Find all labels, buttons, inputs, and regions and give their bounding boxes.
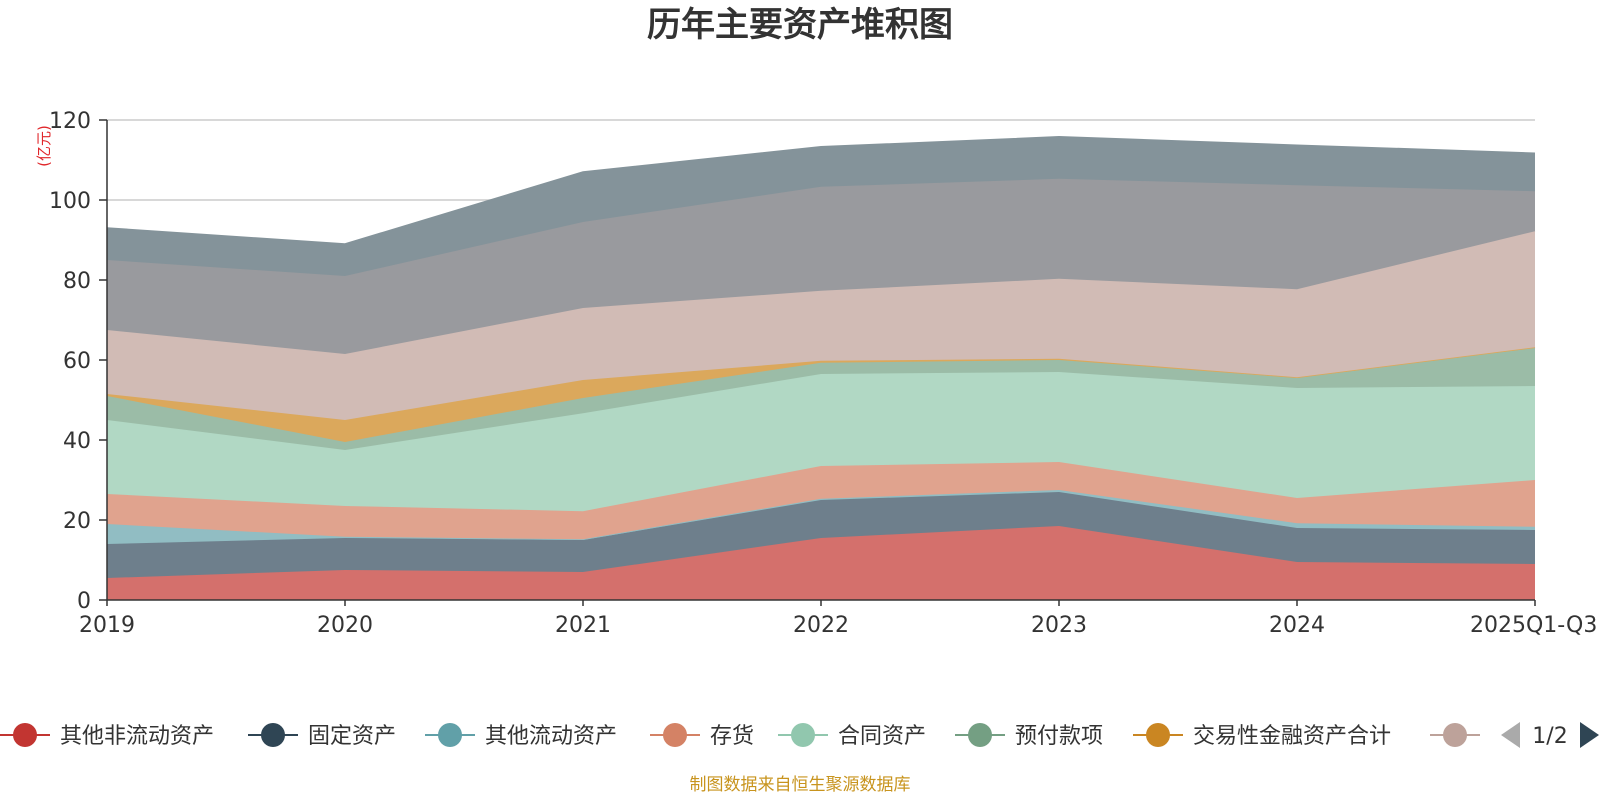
y-tick-label: 0 — [77, 589, 91, 614]
series-areas — [106, 136, 1536, 600]
y-tick-label: 40 — [63, 429, 91, 454]
x-tick-label: 2020 — [317, 613, 373, 638]
legend-circle-icon — [1443, 723, 1467, 747]
legend-item-4[interactable]: 存货 — [650, 723, 754, 749]
area-series-6 — [107, 348, 1535, 450]
triangle-left-icon[interactable] — [1501, 722, 1520, 748]
chart-title: 历年主要资产堆积图 — [647, 5, 953, 45]
area-series-5 — [107, 372, 1535, 512]
y-tick-label: 100 — [49, 189, 91, 214]
area-series-7 — [107, 347, 1535, 442]
x-tick-label: 2021 — [555, 613, 611, 638]
legend-label: 交易性金融资产合计 — [1193, 724, 1391, 749]
legend-pager: 1/2 — [1501, 722, 1599, 749]
legend-label: 合同资产 — [838, 724, 926, 749]
y-tick-label: 120 — [49, 109, 91, 134]
area-series-4 — [107, 462, 1535, 540]
area-series-8 — [107, 231, 1535, 420]
x-tick-label: 2022 — [793, 613, 849, 638]
legend-label: 其他非流动资产 — [60, 724, 214, 749]
area-series-9 — [107, 178, 1535, 354]
legend-label: 固定资产 — [308, 724, 396, 749]
legend-circle-icon — [968, 723, 992, 747]
legend: 其他非流动资产 固定资产 其他流动资产 存货 合同资产 预付款项 交易性金融资产合计 — [0, 723, 1480, 749]
x-tick-label: 2023 — [1031, 613, 1087, 638]
y-tick-label: 80 — [63, 269, 91, 294]
legend-item-7[interactable]: 交易性金融资产合计 — [1133, 723, 1391, 749]
legend-circle-icon — [438, 723, 462, 747]
y-axis-unit-label: (亿元) — [35, 125, 53, 167]
y-tick-label: 20 — [63, 509, 91, 534]
x-tick-label: 2024 — [1269, 613, 1325, 638]
legend-label: 存货 — [710, 724, 754, 749]
series-line-10 — [106, 136, 1536, 245]
legend-item-5[interactable]: 合同资产 — [778, 723, 926, 749]
x-tick-label: 2019 — [79, 613, 135, 638]
area-series-10 — [107, 136, 1535, 276]
legend-item-3[interactable]: 其他流动资产 — [425, 723, 617, 749]
legend-circle-icon — [13, 723, 37, 747]
legend-label: 其他流动资产 — [485, 724, 617, 749]
triangle-right-icon[interactable] — [1580, 722, 1599, 748]
legend-circle-icon — [791, 723, 815, 747]
legend-item-2[interactable]: 固定资产 — [248, 723, 396, 749]
legend-item-1[interactable]: 其他非流动资产 — [0, 723, 214, 749]
x-tick-label: 2025Q1-Q3 — [1470, 613, 1597, 638]
area-series-2 — [107, 492, 1535, 578]
legend-page-indicator: 1/2 — [1532, 724, 1567, 749]
legend-circle-icon — [1146, 723, 1170, 747]
legend-label: 预付款项 — [1015, 724, 1103, 749]
source-note: 制图数据来自恒生聚源数据库 — [690, 775, 911, 795]
axes: 2019 2020 2021 2022 2023 2024 2025Q1-Q3 — [79, 119, 1597, 638]
y-tick-label: 60 — [63, 349, 91, 374]
legend-circle-icon — [663, 723, 687, 747]
legend-circle-icon — [261, 723, 285, 747]
legend-item-8[interactable] — [1430, 723, 1480, 747]
legend-item-6[interactable]: 预付款项 — [955, 723, 1103, 749]
